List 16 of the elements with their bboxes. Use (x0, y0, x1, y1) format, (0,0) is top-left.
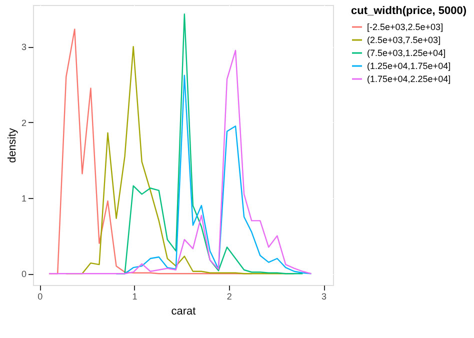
y-tick-label: 3 (21, 42, 26, 52)
x-tick-label: 3 (322, 292, 327, 302)
y-tick-label: 1 (21, 193, 26, 204)
legend-title: cut_width(price, 5000) (351, 5, 467, 17)
legend-label: (1.75e+04,2.25e+04] (367, 74, 451, 84)
legend-label: (2.5e+03,7.5e+03] (367, 35, 441, 45)
legend-label: (7.5e+03,1.25e+04] (367, 48, 446, 58)
legend-label: [-2.5e+03,2.5e+03] (367, 22, 444, 32)
x-tick-label: 1 (132, 292, 138, 302)
y-tick-label: 0 (21, 269, 26, 280)
legend-label: (1.25e+04,1.75e+04] (367, 61, 451, 71)
x-tick-label: 0 (38, 292, 43, 302)
y-tick-label: 2 (21, 118, 26, 128)
x-axis-title: carat (171, 306, 196, 318)
y-axis-title: density (6, 128, 18, 163)
x-tick-label: 2 (226, 292, 232, 302)
